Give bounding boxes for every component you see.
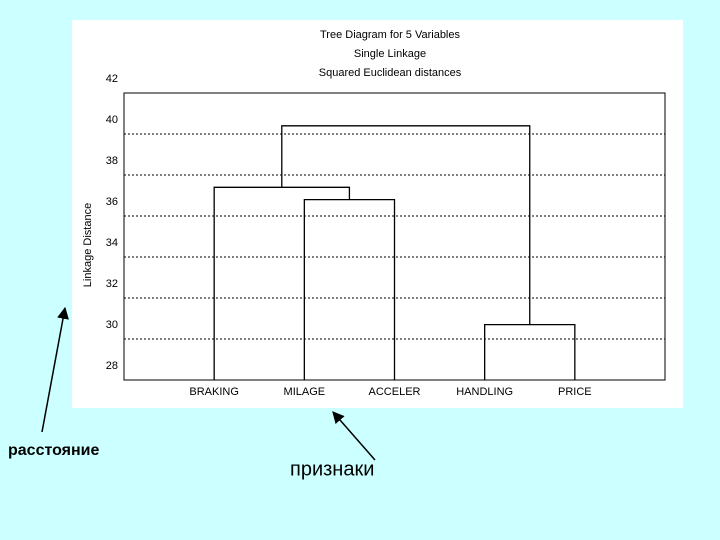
- chart-subtitle: Squared Euclidean distances: [319, 67, 462, 79]
- x-tick-label: MILAGE: [284, 386, 326, 398]
- chart-panel: [72, 20, 683, 408]
- chart-title: Tree Diagram for 5 Variables: [320, 29, 460, 41]
- x-tick-label: PRICE: [558, 386, 592, 398]
- x-tick-label: ACCELER: [369, 386, 421, 398]
- y-tick-label: 34: [106, 237, 118, 249]
- y-tick-label: 28: [106, 360, 118, 372]
- dendrogram-link: [281, 125, 531, 325]
- y-tick-label: 30: [106, 319, 118, 331]
- x-tick-label: HANDLING: [456, 386, 513, 398]
- arrow: [41, 306, 69, 433]
- y-axis-label: Linkage Distance: [82, 203, 94, 287]
- y-tick-label: 40: [106, 114, 118, 126]
- chart-subtitle: Single Linkage: [354, 48, 426, 60]
- y-tick-label: 36: [106, 196, 118, 208]
- annotation: признаки: [290, 458, 374, 480]
- annotation: расстояние: [8, 442, 99, 459]
- arrow: [332, 411, 376, 461]
- x-tick-label: BRAKING: [189, 386, 239, 398]
- y-tick-label: 32: [106, 278, 118, 290]
- y-tick-label: 42: [106, 73, 118, 85]
- y-tick-label: 38: [106, 155, 118, 167]
